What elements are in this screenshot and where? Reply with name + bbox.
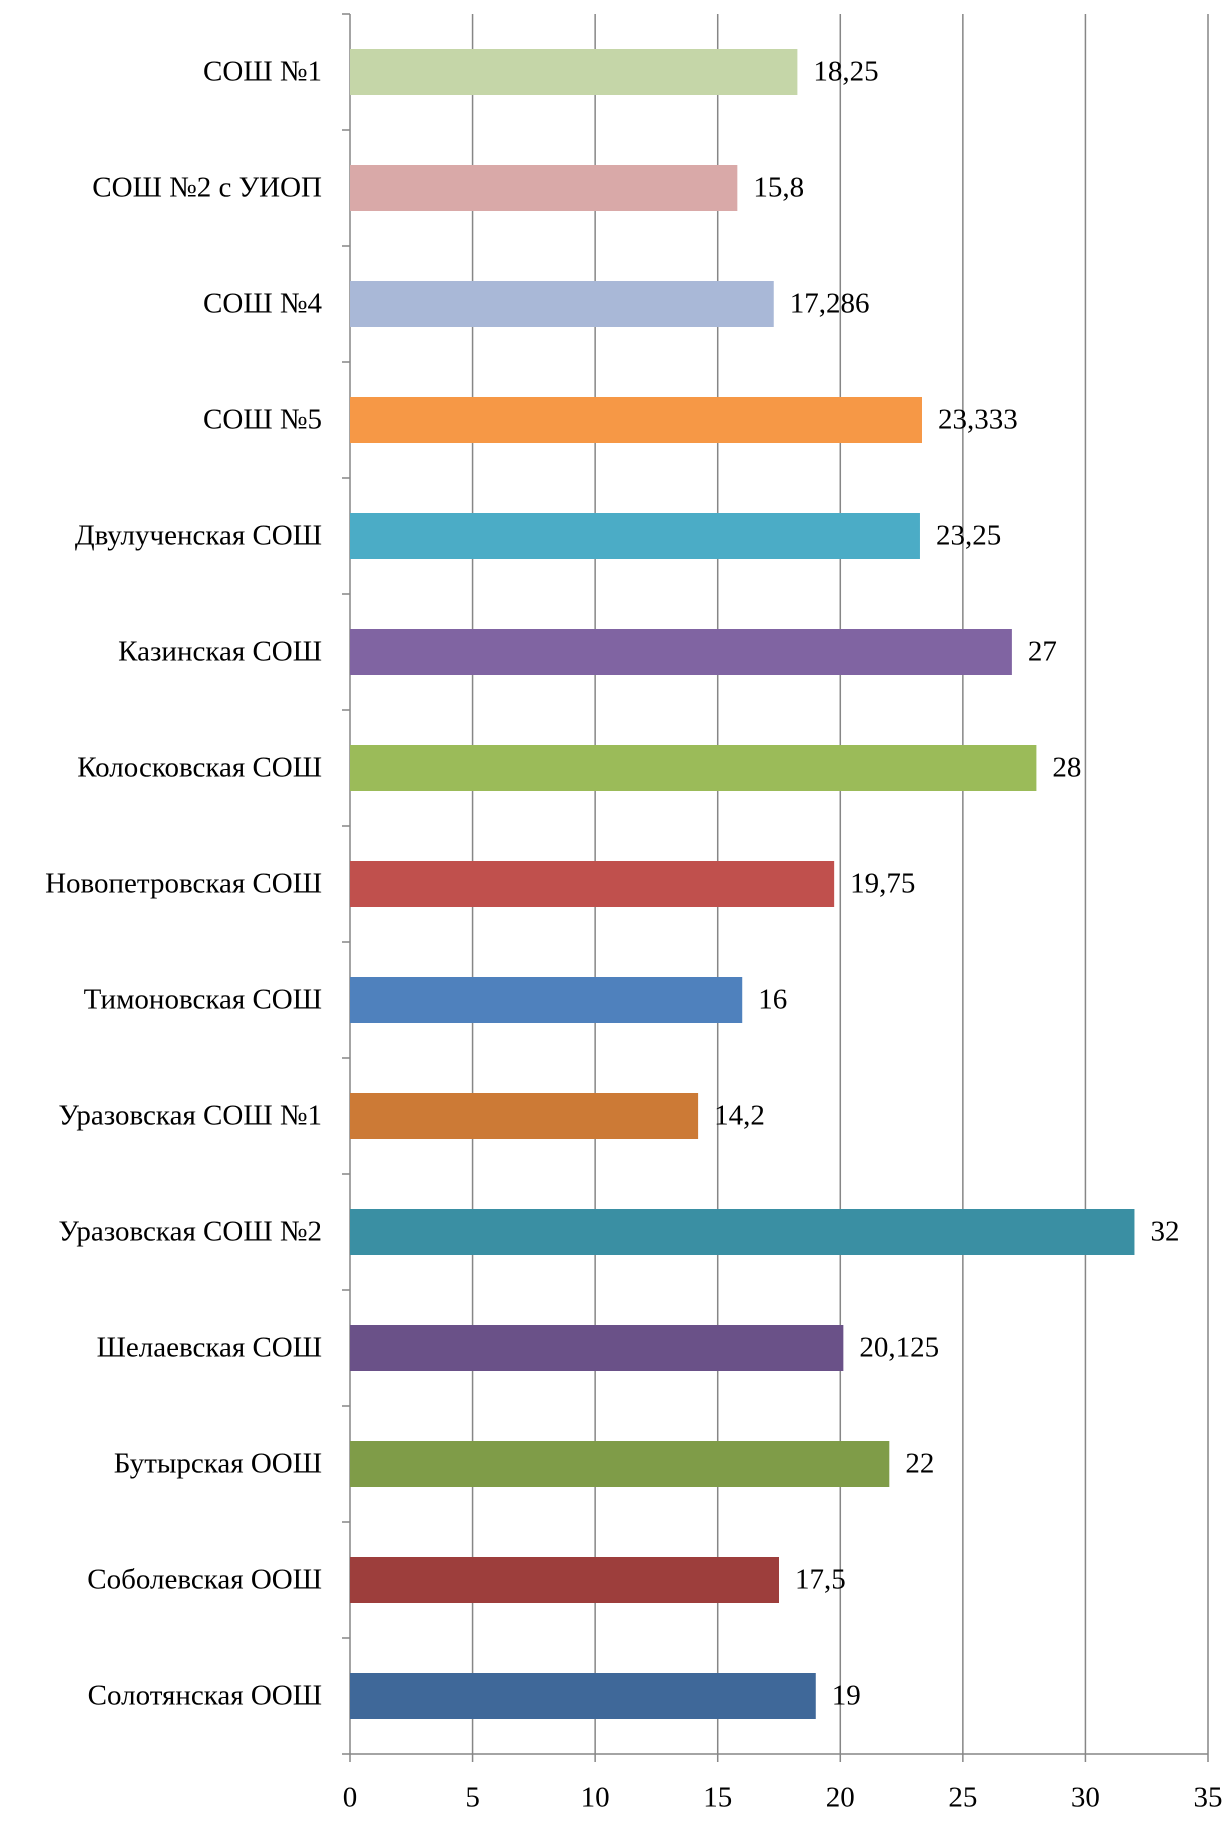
y-tick-label: Казинская СОШ	[118, 636, 322, 668]
y-tick-label: Шелаевская СОШ	[97, 1332, 322, 1364]
bar	[350, 861, 835, 907]
value-label: 22	[905, 1448, 934, 1480]
bar	[350, 629, 1012, 675]
bar	[350, 1325, 844, 1371]
y-tick-label: Солотянская ООШ	[88, 1680, 322, 1712]
bar	[350, 1093, 699, 1139]
y-tick-label: Соболевская ООШ	[87, 1564, 322, 1596]
value-label: 14,2	[714, 1100, 765, 1132]
x-tick-label: 5	[465, 1782, 480, 1814]
bar	[350, 1557, 779, 1603]
bar	[350, 165, 738, 211]
y-tick-label: Уразовская СОШ №1	[58, 1100, 322, 1132]
bar	[350, 397, 922, 443]
x-tick-label: 35	[1194, 1782, 1223, 1814]
bar	[350, 745, 1037, 791]
x-tick-label: 30	[1071, 1782, 1100, 1814]
y-tick-label: СОШ №4	[203, 288, 322, 320]
x-tick-label: 0	[343, 1782, 358, 1814]
x-tick-label: 25	[948, 1782, 977, 1814]
value-label: 17,5	[795, 1564, 846, 1596]
y-tick-label: Уразовская СОШ №2	[58, 1216, 322, 1248]
bar	[350, 1673, 816, 1719]
value-label: 23,25	[936, 520, 1001, 552]
bar	[350, 513, 920, 559]
y-tick-label: Двулученская СОШ	[75, 520, 322, 552]
bar	[350, 977, 743, 1023]
value-label: 15,8	[753, 172, 804, 204]
bar	[350, 281, 774, 327]
bar	[350, 1441, 890, 1487]
y-tick-label: СОШ №5	[203, 404, 322, 436]
x-tick-label: 15	[703, 1782, 732, 1814]
value-label: 32	[1150, 1216, 1179, 1248]
value-label: 17,286	[790, 288, 870, 320]
x-tick-label: 20	[826, 1782, 855, 1814]
y-tick-label: Колосковская СОШ	[77, 752, 322, 784]
bar	[350, 1209, 1135, 1255]
y-tick-label: СОШ №1	[203, 56, 322, 88]
y-tick-label: Новопетровская СОШ	[45, 868, 322, 900]
value-label: 28	[1052, 752, 1081, 784]
y-tick-label: СОШ №2 с УИОП	[92, 172, 322, 204]
y-tick-label: Тимоновская СОШ	[84, 984, 322, 1016]
x-tick-label: 10	[581, 1782, 610, 1814]
value-label: 19,75	[850, 868, 915, 900]
value-label: 27	[1028, 636, 1057, 668]
value-label: 20,125	[859, 1332, 939, 1364]
value-label: 23,333	[938, 404, 1018, 436]
bar	[350, 49, 798, 95]
value-label: 16	[758, 984, 787, 1016]
value-label: 19	[832, 1680, 861, 1712]
y-tick-label: Бутырская ООШ	[114, 1448, 322, 1480]
value-label: 18,25	[813, 56, 878, 88]
